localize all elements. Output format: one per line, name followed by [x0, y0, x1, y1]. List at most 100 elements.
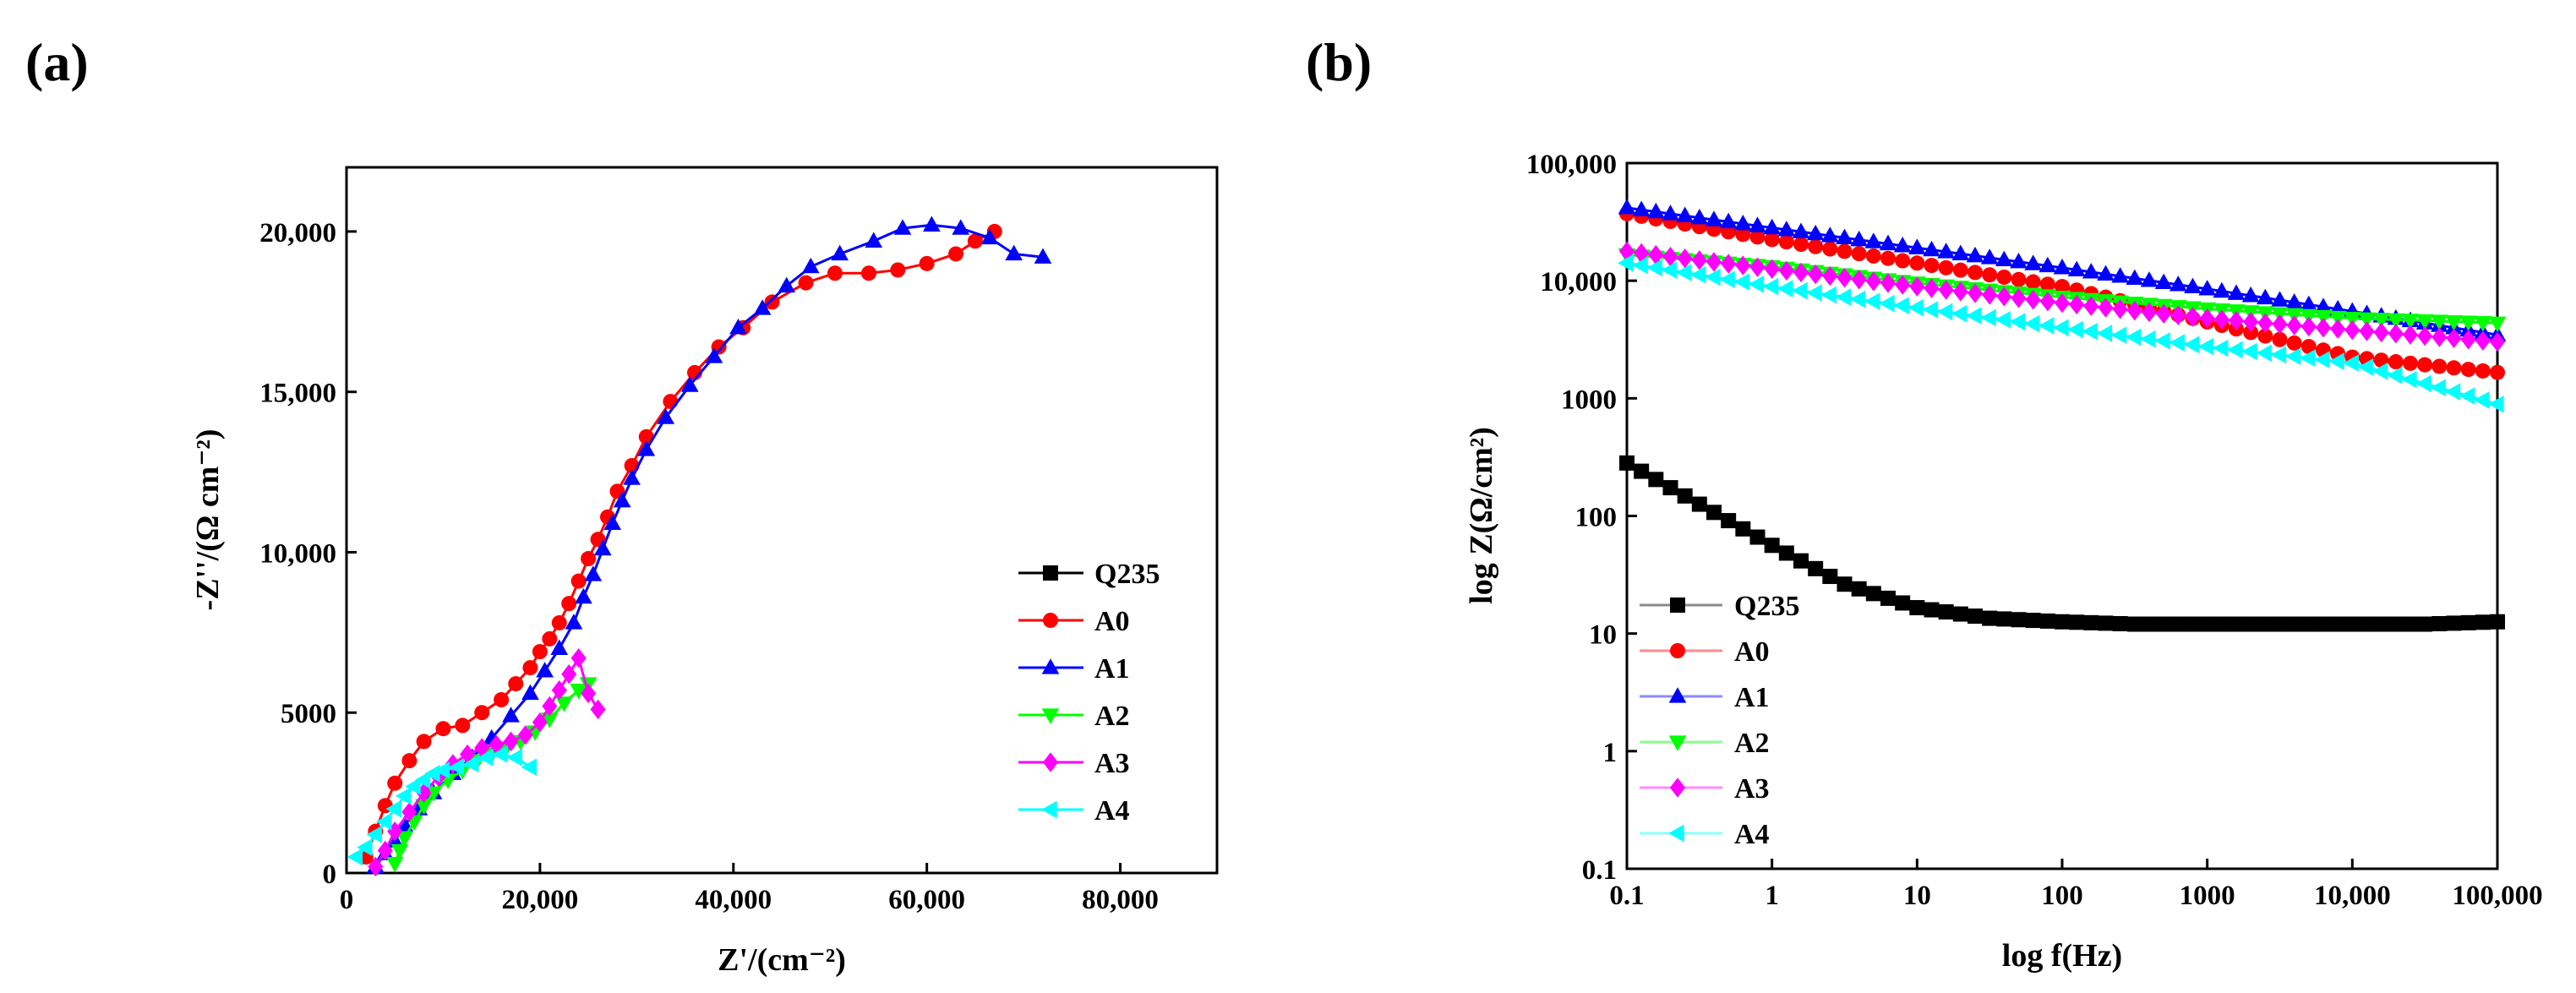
- data-point-a4: [375, 812, 392, 831]
- data-point-q235: [1952, 606, 1968, 622]
- panel-a-label: (a): [25, 32, 89, 92]
- data-point-a4: [1762, 277, 1779, 296]
- data-point-a4: [2227, 341, 2243, 359]
- data-point-a1: [1005, 244, 1023, 261]
- data-point-a0: [1895, 253, 1911, 269]
- legend-item-a2: A2: [1640, 728, 1770, 759]
- data-point-q235: [1808, 560, 1824, 576]
- data-point-a4: [434, 761, 450, 779]
- data-point-a4: [1806, 284, 1822, 302]
- data-point-a1: [502, 707, 520, 723]
- data-point-q235: [1735, 521, 1751, 537]
- data-point-a4: [2387, 366, 2403, 385]
- data-point-q235: [2229, 616, 2244, 632]
- data-point-a2: [570, 684, 588, 700]
- data-point-a1: [2314, 297, 2333, 314]
- data-point-a1: [637, 440, 656, 456]
- data-point-a4: [405, 777, 421, 795]
- data-point-a0: [455, 717, 471, 734]
- data-point-a1: [1632, 200, 1651, 216]
- data-point-a4: [424, 764, 440, 783]
- data-point-a0: [2286, 335, 2302, 351]
- data-point-q235: [2446, 615, 2462, 631]
- legend-marker: [1670, 597, 1685, 613]
- data-point-a0: [1982, 267, 1998, 283]
- data-point-a3: [581, 683, 597, 704]
- data-point-a3: [488, 734, 505, 755]
- data-point-a1: [396, 816, 414, 832]
- data-point-a4: [1777, 280, 1793, 297]
- data-point-a2: [540, 712, 559, 728]
- data-point-a3: [460, 744, 476, 765]
- data-point-a3: [1749, 257, 1766, 277]
- data-point-a0: [1865, 248, 1881, 264]
- data-point-a4: [478, 749, 494, 767]
- chart-a-xtick-label: 80,000: [1082, 885, 1159, 915]
- data-point-a1: [801, 257, 820, 274]
- legend-label: A4: [1734, 819, 1770, 850]
- data-point-a1: [893, 219, 912, 235]
- chart-b-xtick-label: 0.1: [1609, 881, 1644, 911]
- data-point-a1: [521, 684, 539, 701]
- data-point-a3: [2388, 324, 2404, 344]
- legend-marker: [1670, 643, 1685, 658]
- data-point-a0: [2243, 325, 2259, 341]
- data-point-a4: [462, 755, 479, 773]
- data-point-a4: [2140, 330, 2156, 348]
- chart-a-xtick-label: 40,000: [695, 885, 772, 915]
- data-point-a4: [1936, 303, 1953, 321]
- data-point-q235: [2055, 614, 2070, 630]
- data-point-a1: [1662, 205, 1679, 221]
- data-point-a3: [1938, 280, 1954, 300]
- data-point-a3: [445, 754, 461, 774]
- data-point-a1: [2053, 259, 2071, 275]
- data-point-a1: [1820, 226, 1839, 243]
- data-point-q235: [1691, 496, 1707, 512]
- data-point-a2: [2401, 314, 2420, 330]
- data-point-a1: [1719, 212, 1738, 229]
- data-point-q235: [2272, 616, 2288, 632]
- data-point-q235: [2213, 616, 2229, 632]
- data-point-a1: [1034, 248, 1052, 264]
- data-point-a2: [2372, 313, 2391, 329]
- data-point-a0: [861, 265, 876, 281]
- data-point-a4: [2126, 328, 2142, 346]
- data-point-a0: [1996, 269, 2012, 285]
- data-point-a1: [2241, 286, 2260, 303]
- data-point-a3: [1677, 248, 1693, 269]
- data-point-q235: [2142, 616, 2157, 632]
- data-point-a0: [2257, 328, 2273, 344]
- data-point-a3: [1924, 278, 1940, 298]
- data-point-q235: [2344, 616, 2360, 632]
- data-point-a1: [623, 469, 641, 485]
- data-point-a3: [1721, 254, 1737, 274]
- data-point-a4: [1864, 292, 1880, 311]
- data-point-a0: [2388, 354, 2404, 370]
- data-point-q235: [2490, 614, 2505, 630]
- series-a4: [1618, 254, 2504, 413]
- legend-item-a0: A0: [1640, 636, 1770, 668]
- data-point-a3: [1909, 276, 1925, 297]
- chart-b-xtick-label: 10,000: [2314, 881, 2391, 911]
- data-point-a0: [1793, 237, 1809, 253]
- data-point-a3: [1836, 267, 1853, 288]
- data-point-a3: [2257, 313, 2273, 333]
- data-point-a4: [2023, 314, 2040, 333]
- data-point-a4: [1951, 304, 1967, 323]
- data-point-a0: [967, 233, 983, 249]
- data-point-a4: [2096, 325, 2113, 342]
- data-point-a3: [2316, 318, 2331, 338]
- data-point-q235: [2431, 615, 2448, 631]
- data-point-a4: [521, 758, 538, 777]
- legend-label: A1: [1094, 653, 1130, 685]
- data-point-a0: [2025, 274, 2041, 290]
- data-point-a1: [1836, 228, 1853, 245]
- data-point-a4: [2474, 391, 2490, 409]
- data-point-a4: [448, 758, 465, 777]
- data-point-a2: [2445, 314, 2463, 331]
- data-point-a0: [494, 692, 510, 708]
- data-point-a3: [2330, 319, 2346, 339]
- data-point-q235: [1880, 590, 1896, 606]
- data-point-q235: [1938, 604, 1954, 620]
- data-point-a3: [1808, 264, 1824, 285]
